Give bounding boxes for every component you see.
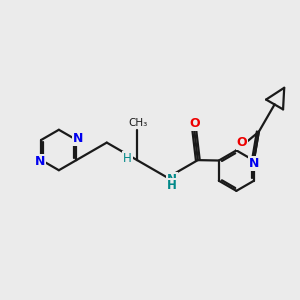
Text: H: H — [167, 179, 177, 192]
Text: O: O — [189, 117, 200, 130]
Text: CH₃: CH₃ — [128, 118, 147, 128]
Text: N: N — [167, 173, 177, 186]
Text: N: N — [249, 157, 259, 170]
Text: O: O — [237, 136, 247, 149]
Text: H: H — [123, 152, 132, 165]
Text: N: N — [73, 132, 83, 145]
Text: N: N — [35, 155, 45, 168]
